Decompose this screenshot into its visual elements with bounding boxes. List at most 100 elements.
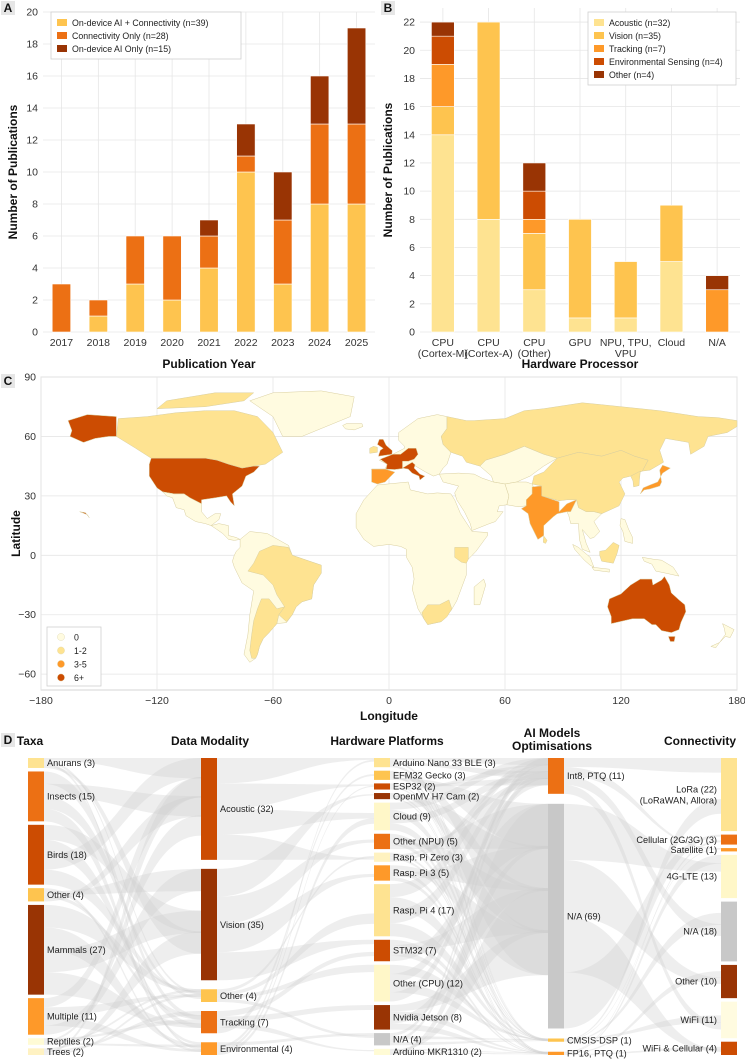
sankey-flow xyxy=(390,773,548,934)
sankey-flow xyxy=(564,775,721,936)
sankey-node xyxy=(28,904,44,995)
bar-segment xyxy=(522,190,547,220)
sankey-flow xyxy=(44,927,201,1048)
bar-segment xyxy=(431,64,455,107)
country-new-zealand xyxy=(710,623,735,649)
sankey-node xyxy=(721,901,737,962)
bar-segment xyxy=(659,261,684,333)
sankey-flow xyxy=(390,786,548,1040)
bar-segment xyxy=(522,233,547,291)
sankey-flow xyxy=(390,764,548,862)
country-middle-east xyxy=(438,472,510,531)
panel-letter-d: D xyxy=(4,733,13,747)
sankey-flow xyxy=(44,783,201,817)
bar-segment xyxy=(125,235,145,285)
sankey-flow xyxy=(390,845,548,1024)
x-tick-label: 2023 xyxy=(271,337,295,349)
sankey-flow xyxy=(44,868,201,1035)
legend-label: On-device AI Only (n=15) xyxy=(72,44,171,54)
sankey-node xyxy=(28,998,44,1035)
sankey-node-label: WiFi & Cellular (4) xyxy=(642,1044,717,1054)
sankey-node-label: Satellite (1) xyxy=(671,845,717,855)
country-china xyxy=(531,450,649,514)
sankey-flow xyxy=(44,869,201,995)
bar-segment xyxy=(705,289,729,333)
sankey-node xyxy=(374,884,390,937)
legend-label: Connectivity Only (n=28) xyxy=(72,31,169,41)
sankey-flow xyxy=(390,783,548,1041)
y-tick-label: 16 xyxy=(403,101,415,113)
sankey-node xyxy=(28,758,44,768)
sankey-node xyxy=(548,803,564,1029)
y-tick-label: 10 xyxy=(26,167,38,179)
sankey-node-label: Other (10) xyxy=(675,977,717,987)
y-tick-label: 18 xyxy=(403,73,415,85)
sankey-flow xyxy=(390,869,548,1053)
sankey-node xyxy=(201,758,217,860)
sankey-flow xyxy=(44,808,201,1045)
sankey-flow xyxy=(390,897,548,1040)
legend-swatch xyxy=(594,32,604,39)
sankey-node xyxy=(548,1038,564,1042)
sankey-node-label: Cellular (2G/3G) (3) xyxy=(636,835,717,845)
sankey-flow xyxy=(390,950,548,1055)
sankey-flow xyxy=(217,834,374,860)
legend-swatch xyxy=(594,71,604,78)
sankey-flow xyxy=(44,972,201,1028)
map-legend-swatch xyxy=(57,633,65,641)
sankey-node-label: Multiple (11) xyxy=(47,1012,97,1022)
sankey-flow xyxy=(44,904,201,992)
sankey-flow xyxy=(44,777,201,1054)
sankey-node-label: Rasp. Pi 4 (17) xyxy=(393,905,454,915)
sankey-flow xyxy=(390,803,548,962)
bar-segment xyxy=(310,203,330,333)
country-hawaii xyxy=(79,511,90,518)
sankey-node xyxy=(721,1001,737,1039)
sankey-flow xyxy=(217,1005,374,1023)
y-axis-title: Number of Publications xyxy=(6,104,20,239)
country-canada xyxy=(116,410,284,469)
sankey-flow xyxy=(390,793,548,976)
sankey-node xyxy=(374,833,390,850)
y-tick-label: 8 xyxy=(409,214,415,226)
sankey-flow xyxy=(390,762,548,779)
sankey-flow xyxy=(44,888,201,1052)
bar-segment xyxy=(347,27,367,125)
y-tick-label: 4 xyxy=(32,263,38,275)
sankey-flow xyxy=(564,912,721,1042)
y-tick-label: 6 xyxy=(409,242,415,254)
sankey-column-title: AI Models xyxy=(524,726,581,740)
sankey-flow xyxy=(390,770,548,1054)
bar-segment xyxy=(273,283,293,333)
map-legend-swatch xyxy=(57,660,65,668)
y-axis-title: Number of Publications xyxy=(381,102,395,237)
sankey-node xyxy=(721,848,737,852)
bar-segment xyxy=(431,106,455,136)
sankey-flow xyxy=(564,803,721,872)
panel-letter-d-bg xyxy=(1,733,15,747)
lon-tick-label: 120 xyxy=(612,695,630,707)
lon-tick-label: 180 xyxy=(728,695,745,707)
sankey-flow xyxy=(217,873,374,953)
sankey-flow xyxy=(44,868,201,895)
lat-tick-label: 90 xyxy=(24,372,36,384)
sankey-flow xyxy=(564,1046,721,1055)
sankey-node-label: Vision (35) xyxy=(220,920,264,930)
sankey-node-label: 4G-LTE (13) xyxy=(667,872,717,882)
lon-tick-label: −60 xyxy=(264,695,282,707)
sankey-flow xyxy=(217,998,374,1038)
country-southeast-asia xyxy=(566,499,603,553)
sankey-flow xyxy=(390,852,548,1041)
sankey-node-label: Other (NPU) (5) xyxy=(393,837,458,847)
sankey-node xyxy=(721,854,737,899)
panel-letter-a-bg xyxy=(1,1,15,15)
y-tick-label: 20 xyxy=(403,45,415,57)
legend-label: Environmental Sensing (n=4) xyxy=(609,57,723,67)
sankey-node xyxy=(548,758,564,794)
sankey-flow xyxy=(390,865,548,976)
y-tick-label: 16 xyxy=(26,71,38,83)
sankey-flow xyxy=(390,837,548,934)
x-tick-label: 2020 xyxy=(160,337,184,349)
sankey-node-label: Acoustic (32) xyxy=(220,804,274,814)
